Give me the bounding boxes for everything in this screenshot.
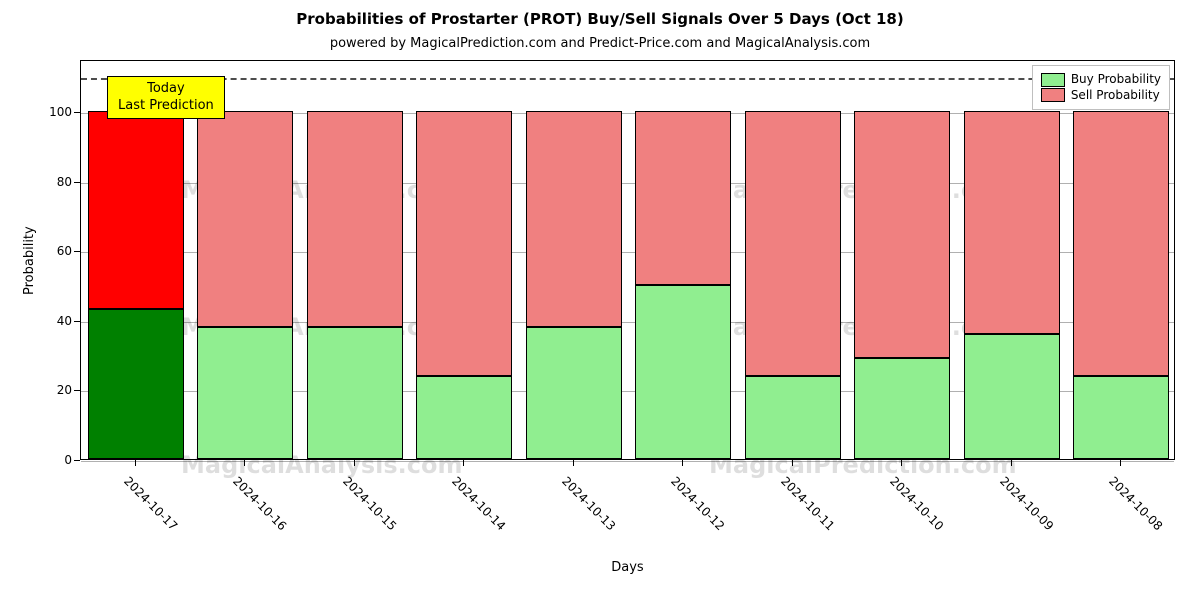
- x-tick-label: 2024-10-10: [887, 474, 946, 533]
- bar-group: [964, 59, 1060, 459]
- x-tick-label: 2024-10-14: [449, 474, 508, 533]
- x-tick-mark: [573, 460, 574, 466]
- x-tick-label: 2024-10-13: [559, 474, 618, 533]
- bar-segment-sell: [307, 111, 403, 327]
- bar-group: [854, 59, 950, 459]
- bar-segment-buy: [745, 376, 841, 459]
- x-tick-mark: [354, 460, 355, 466]
- bar-segment-buy: [854, 358, 950, 459]
- x-tick-mark: [244, 460, 245, 466]
- x-tick-mark: [792, 460, 793, 466]
- bar-segment-sell: [197, 111, 293, 327]
- bar-segment-buy: [964, 334, 1060, 459]
- bar-group: [416, 59, 512, 459]
- chart-subtitle: powered by MagicalPrediction.com and Pre…: [0, 36, 1200, 51]
- x-tick-label: 2024-10-16: [230, 474, 289, 533]
- y-tick-mark: [74, 390, 80, 391]
- legend: Buy ProbabilitySell Probability: [1032, 65, 1170, 110]
- bar-segment-buy: [197, 327, 293, 459]
- legend-label: Buy Probability: [1071, 72, 1161, 88]
- chart-figure: Probabilities of Prostarter (PROT) Buy/S…: [0, 0, 1200, 600]
- bar-segment-sell: [745, 111, 841, 375]
- bar-segment-sell: [964, 111, 1060, 334]
- bar-segment-sell: [88, 111, 184, 309]
- bar-segment-buy: [88, 309, 184, 459]
- legend-label: Sell Probability: [1071, 88, 1160, 104]
- x-axis-label: Days: [80, 560, 1175, 575]
- bar-group: [307, 59, 403, 459]
- bar-segment-sell: [854, 111, 950, 358]
- y-tick-mark: [74, 182, 80, 183]
- x-tick-mark: [901, 460, 902, 466]
- y-tick-label: 20: [32, 383, 72, 397]
- bar-segment-buy: [307, 327, 403, 459]
- y-tick-mark: [74, 460, 80, 461]
- bar-group: [635, 59, 731, 459]
- x-tick-label: 2024-10-15: [340, 474, 399, 533]
- legend-item: Buy Probability: [1041, 72, 1161, 88]
- bar-segment-buy: [1073, 376, 1169, 459]
- bar-segment-sell: [416, 111, 512, 375]
- bar-segment-buy: [416, 376, 512, 459]
- x-tick-label: 2024-10-12: [668, 474, 727, 533]
- y-tick-label: 0: [32, 453, 72, 467]
- bar-group: [745, 59, 841, 459]
- bar-group: [197, 59, 293, 459]
- bar-segment-sell: [526, 111, 622, 327]
- x-tick-mark: [135, 460, 136, 466]
- x-tick-label: 2024-10-17: [121, 474, 180, 533]
- bar-segment-sell: [1073, 111, 1169, 375]
- annotation-line: Today: [118, 81, 214, 97]
- x-tick-mark: [682, 460, 683, 466]
- bar-segment-sell: [635, 111, 731, 285]
- annotation-line: Last Prediction: [118, 98, 214, 114]
- y-tick-label: 40: [32, 314, 72, 328]
- bar-group: [526, 59, 622, 459]
- y-tick-mark: [74, 251, 80, 252]
- legend-swatch: [1041, 73, 1065, 87]
- y-tick-label: 100: [32, 105, 72, 119]
- y-tick-label: 60: [32, 244, 72, 258]
- y-tick-mark: [74, 112, 80, 113]
- bar-group: [1073, 59, 1169, 459]
- x-tick-mark: [1120, 460, 1121, 466]
- legend-item: Sell Probability: [1041, 88, 1161, 104]
- today-annotation: TodayLast Prediction: [107, 76, 225, 119]
- x-tick-mark: [1011, 460, 1012, 466]
- legend-swatch: [1041, 88, 1065, 102]
- x-tick-mark: [463, 460, 464, 466]
- x-tick-label: 2024-10-09: [997, 474, 1056, 533]
- bar-segment-buy: [635, 285, 731, 459]
- y-tick-label: 80: [32, 175, 72, 189]
- bar-group: [88, 59, 184, 459]
- x-tick-label: 2024-10-08: [1106, 474, 1165, 533]
- y-axis-label: Probability: [22, 226, 37, 295]
- bar-segment-buy: [526, 327, 622, 459]
- plot-area: MagicalAnalysis.comMagicalPrediction.com…: [80, 60, 1175, 460]
- x-tick-label: 2024-10-11: [778, 474, 837, 533]
- chart-title: Probabilities of Prostarter (PROT) Buy/S…: [0, 10, 1200, 28]
- y-tick-mark: [74, 321, 80, 322]
